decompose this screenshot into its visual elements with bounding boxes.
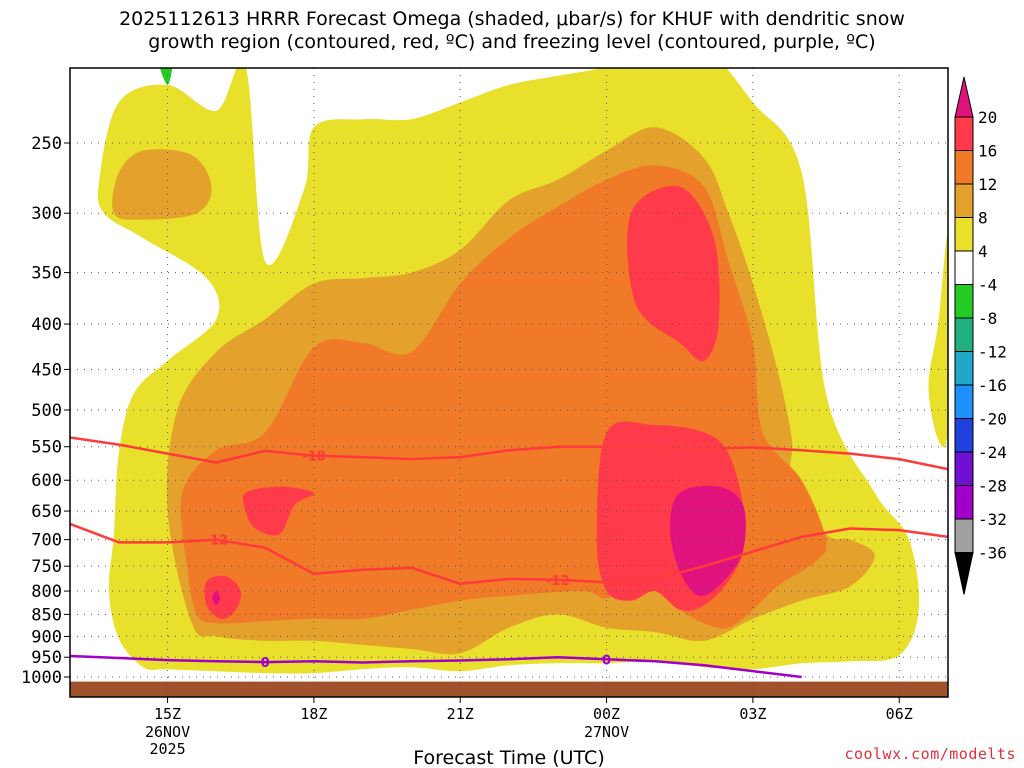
contour-line--12 (70, 522, 948, 586)
colorbar-segment (954, 116, 974, 151)
colorbar-label-20: 20 (978, 108, 997, 127)
y-tick-label-550: 550 (31, 438, 62, 458)
y-tick-label-750: 750 (31, 557, 62, 577)
y-tick-label-500: 500 (31, 401, 62, 421)
chart-title-line2: growth region (contoured, red, ºC) and f… (148, 31, 876, 53)
omega-region-4-2 (830, 651, 851, 660)
omega-region-20-10 (670, 485, 746, 597)
y-tick-label-950: 950 (31, 648, 62, 668)
colorbar-label--24: -24 (978, 443, 1007, 462)
colorbar-label-8: 8 (978, 209, 988, 228)
y-tick-label-400: 400 (31, 315, 62, 335)
y-tick-label-600: 600 (31, 471, 62, 491)
y-tick-label-700: 700 (31, 531, 62, 551)
x-tick-label-18Z: 18Z (300, 705, 327, 723)
y-tick-label-650: 650 (31, 502, 62, 522)
y-tick-label-1000: 1000 (21, 668, 62, 688)
y-tick-label-350: 350 (31, 264, 62, 284)
contour-label--18: -18 (302, 450, 326, 465)
y-tick-label-250: 250 (31, 134, 62, 154)
colorbar-segment (954, 250, 974, 285)
y-tick-label-300: 300 (31, 204, 62, 224)
omega-region-8-3 (112, 149, 212, 220)
colorbar-label-16: 16 (978, 142, 997, 161)
colorbar-top-arrow (954, 76, 974, 118)
contour-line-0 (70, 654, 802, 679)
colorbar-label--4: -4 (978, 276, 997, 295)
omega-region-16-8 (242, 486, 315, 536)
x-tick-label-03Z: 03Z (739, 705, 766, 723)
colorbar-segment (954, 284, 974, 319)
x-tick-label-06Z: 06Z (886, 705, 913, 723)
colorbar-label--16: -16 (978, 376, 1007, 395)
y-tick-label-850: 850 (31, 605, 62, 625)
y-tick-label-450: 450 (31, 360, 62, 380)
x-tick-date-15Z: 26NOV (145, 723, 190, 741)
x-tick-date-00Z: 27NOV (584, 723, 629, 741)
omega-region-16-9 (204, 575, 242, 619)
colorbar-segment (954, 485, 974, 520)
x-tick-label-21Z: 21Z (447, 705, 474, 723)
colorbar-label--32: -32 (978, 510, 1007, 529)
contour-label--12: -12 (205, 534, 229, 549)
contour-label-0: 0 (602, 653, 611, 668)
plot-frame (69, 67, 949, 698)
colorbar-segment (954, 384, 974, 419)
plot-area: -18 -12 -12 0 0 (70, 68, 948, 697)
colorbar-label-12: 12 (978, 175, 997, 194)
colorbar-segment (954, 317, 974, 352)
credit-link[interactable]: coolwx.com/modelts (844, 745, 1016, 763)
omega-region-20-11 (212, 591, 221, 606)
omega-region-4-1 (928, 235, 948, 448)
contour-label-0: 0 (261, 656, 270, 671)
colorbar-label-4: 4 (978, 242, 988, 261)
colorbar-segment (954, 418, 974, 453)
colorbar-segment (954, 351, 974, 386)
colorbar-segment (954, 451, 974, 486)
colorbar-segment (954, 518, 974, 553)
contour-line--18 (70, 436, 948, 471)
x-tick-label-00Z: 00Z (593, 705, 620, 723)
x-axis-label: Forecast Time (UTC) (413, 747, 604, 768)
colorbar-label--12: -12 (978, 343, 1007, 362)
colorbar-label--8: -8 (978, 309, 997, 328)
chart-title-line1: 2025112613 HRRR Forecast Omega (shaded, … (119, 8, 905, 30)
omega-region-16-6 (627, 185, 720, 362)
x-tick-year-15Z: 2025 (149, 740, 185, 758)
colorbar-label--36: -36 (978, 544, 1007, 563)
colorbar-segment (954, 183, 974, 218)
colorbar-segment (954, 150, 974, 185)
colorbar-bottom-arrow (954, 552, 974, 595)
y-tick-label-900: 900 (31, 627, 62, 647)
x-tick-label-15Z: 15Z (154, 705, 181, 723)
contour-label--12: -12 (546, 574, 570, 589)
ground-band (70, 681, 948, 697)
colorbar-segment (954, 217, 974, 252)
colorbar-label--20: -20 (978, 410, 1007, 429)
y-tick-label-800: 800 (31, 582, 62, 602)
omega-region--4-12 (159, 68, 173, 85)
colorbar-label--28: -28 (978, 477, 1007, 496)
